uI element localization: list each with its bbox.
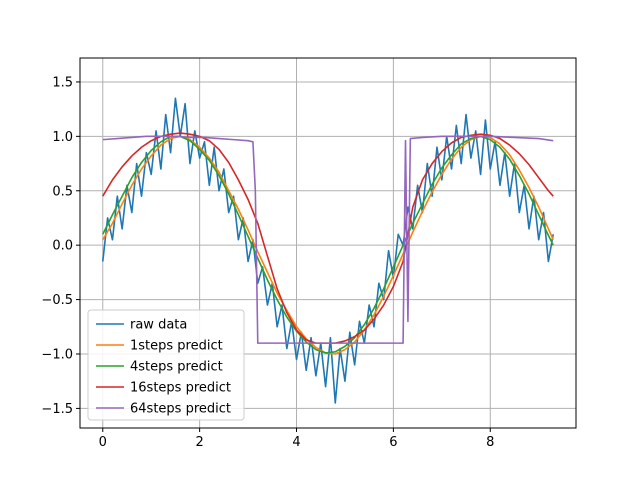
legend-label-16steps-predict: 16steps predict xyxy=(130,381,231,396)
y-tick-label: 0.5 xyxy=(52,184,73,199)
y-tick-label: −1.0 xyxy=(41,348,73,363)
series-line-64steps-predict xyxy=(102,135,554,344)
plot-frame xyxy=(79,57,577,429)
legend-label-raw-data: raw data xyxy=(130,318,187,333)
x-tick-label: 0 xyxy=(99,435,107,450)
y-tick-label: 1.5 xyxy=(52,75,73,90)
x-tick-label: 8 xyxy=(486,435,494,450)
series-line-raw-data xyxy=(101,97,555,404)
plot-series xyxy=(101,97,555,404)
legend-box xyxy=(87,309,245,421)
y-tick-label: 0.0 xyxy=(52,239,73,254)
legend-label-4steps-predict: 4steps predict xyxy=(130,360,223,375)
y-tick-label: −0.5 xyxy=(41,293,73,308)
legend-label-64steps-predict: 64steps predict xyxy=(130,402,231,417)
x-tick-label: 6 xyxy=(389,435,397,450)
x-tick-label: 4 xyxy=(292,435,300,450)
y-tick-label: 1.0 xyxy=(52,130,73,145)
legend: raw data 1steps predict 4steps predict 16st… xyxy=(87,309,245,421)
y-tick-label: −1.5 xyxy=(41,402,73,417)
x-tick-label: 2 xyxy=(196,435,204,450)
axis-ticks: 0 2 4 6 8 −1.5 −1.0 −0.5 0.0 0.5 1.0 1.5 xyxy=(41,75,494,450)
legend-label-1steps-predict: 1steps predict xyxy=(130,339,223,354)
